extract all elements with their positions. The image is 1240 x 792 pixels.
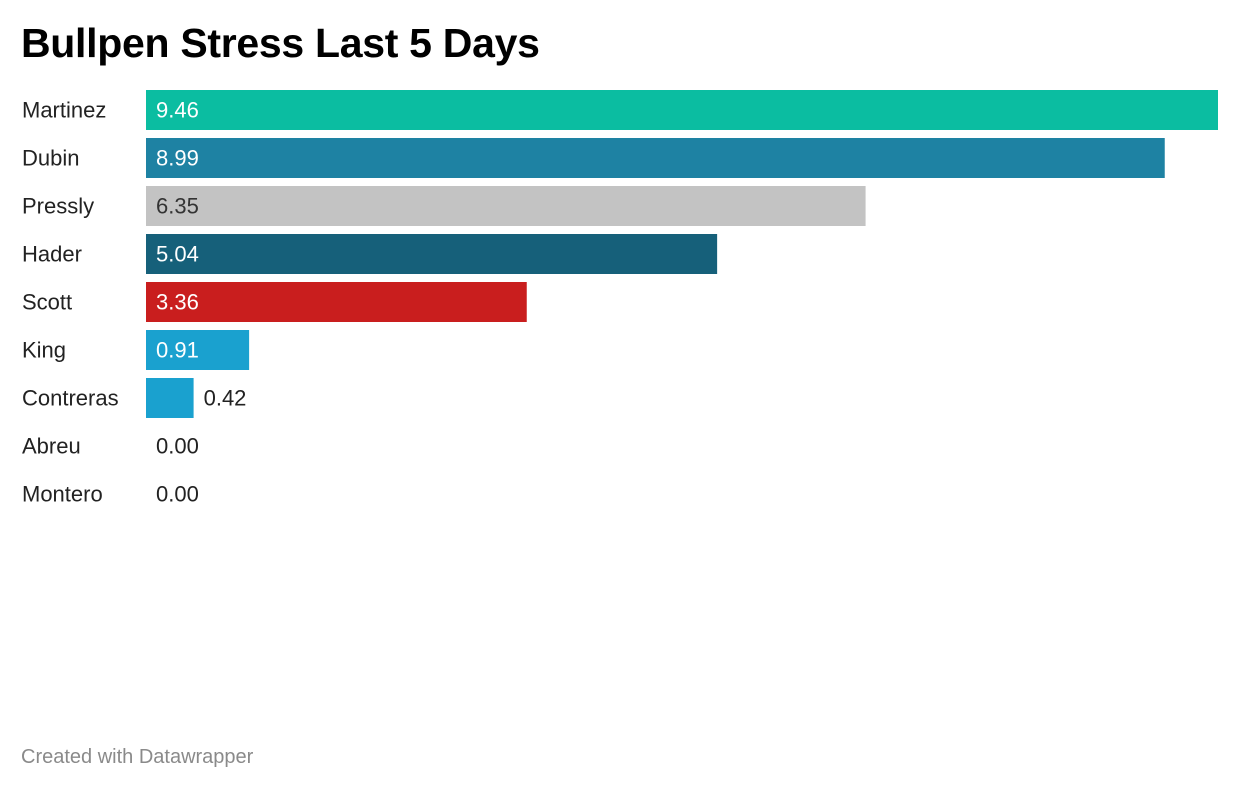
value-label-martinez: 9.46: [156, 98, 199, 123]
row-label-montero: Montero: [22, 482, 103, 507]
value-label-scott: 3.36: [156, 290, 199, 315]
bar-scott: [146, 282, 527, 322]
row-label-pressly: Pressly: [22, 194, 94, 219]
value-label-dubin: 8.99: [156, 146, 199, 171]
row-label-king: King: [22, 338, 66, 363]
bar-martinez: [146, 90, 1218, 130]
value-label-hader: 5.04: [156, 242, 199, 267]
row-label-abreu: Abreu: [22, 434, 81, 459]
bar-pressly: [146, 186, 866, 226]
value-label-montero: 0.00: [156, 482, 199, 507]
bar-dubin: [146, 138, 1165, 178]
value-label-abreu: 0.00: [156, 434, 199, 459]
row-label-scott: Scott: [22, 290, 72, 315]
row-label-contreras: Contreras: [22, 386, 119, 411]
bar-king: [146, 330, 250, 370]
footer-credit: Created with Datawrapper: [21, 746, 254, 768]
chart-title: Bullpen Stress Last 5 Days: [21, 20, 540, 66]
row-label-hader: Hader: [22, 242, 82, 267]
bar-contreras: [146, 378, 194, 418]
value-label-contreras: 0.42: [204, 386, 247, 411]
value-label-pressly: 6.35: [156, 194, 199, 219]
row-label-martinez: Martinez: [22, 98, 106, 123]
value-label-king: 0.91: [156, 338, 199, 363]
bar-hader: [146, 234, 718, 274]
row-label-dubin: Dubin: [22, 146, 79, 171]
